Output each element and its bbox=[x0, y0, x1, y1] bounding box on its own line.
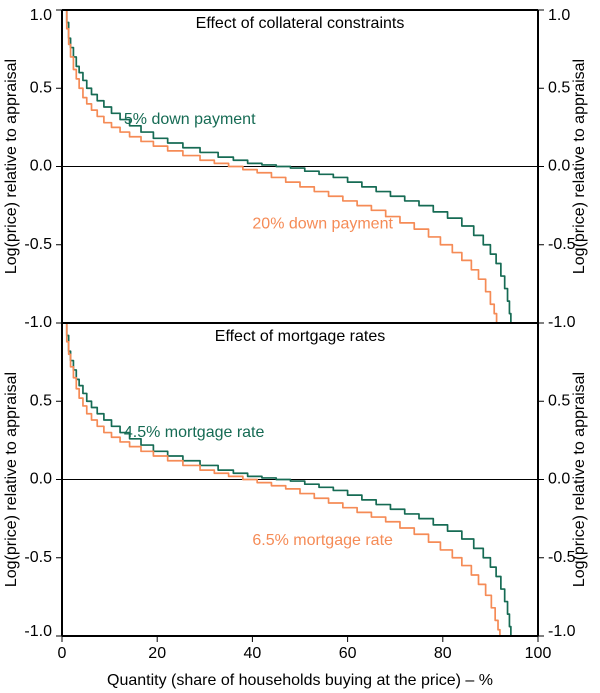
ytick-right: -1.0 bbox=[548, 314, 576, 331]
yaxis-label-right: Log(price) relative to appraisal bbox=[571, 59, 588, 274]
ytick-left: -0.5 bbox=[24, 236, 52, 253]
ytick-left: -1.0 bbox=[24, 623, 52, 640]
xtick: 80 bbox=[434, 645, 452, 662]
xtick: 20 bbox=[148, 645, 166, 662]
ytick-right: 0.0 bbox=[548, 158, 570, 175]
yaxis-label-left: Log(price) relative to appraisal bbox=[3, 59, 20, 274]
series-label-a1: 5% down payment bbox=[124, 111, 256, 128]
ytick-right: 1.0 bbox=[548, 7, 570, 24]
xaxis-label: Quantity (share of households buying at … bbox=[107, 672, 493, 689]
xtick: 0 bbox=[58, 645, 67, 662]
series-label-b1: 4.5% mortgage rate bbox=[124, 424, 265, 441]
panel-title-b: Effect of mortgage rates bbox=[215, 328, 385, 345]
ytick-left: 0.5 bbox=[30, 392, 52, 409]
ytick-left: 0.0 bbox=[30, 158, 52, 175]
xtick: 100 bbox=[525, 645, 552, 662]
xtick: 60 bbox=[339, 645, 357, 662]
ytick-left: 0.5 bbox=[30, 79, 52, 96]
ytick-left: -0.5 bbox=[24, 549, 52, 566]
ytick-left: -1.0 bbox=[24, 314, 52, 331]
ytick-right: -1.0 bbox=[548, 623, 576, 640]
series-label-b2: 6.5% mortgage rate bbox=[252, 532, 393, 549]
yaxis-label-right: Log(price) relative to appraisal bbox=[571, 372, 588, 587]
series-label-a2: 20% down payment bbox=[252, 216, 393, 233]
ytick-right: 0.5 bbox=[548, 392, 570, 409]
panel-title-a: Effect of collateral constraints bbox=[196, 15, 405, 32]
xtick: 40 bbox=[244, 645, 262, 662]
yaxis-label-left: Log(price) relative to appraisal bbox=[3, 372, 20, 587]
ytick-left: 0.0 bbox=[30, 471, 52, 488]
ytick-right: 0.0 bbox=[548, 471, 570, 488]
chart-pair: 5% down payment 20% down payment Effect of… bbox=[0, 0, 600, 693]
ytick-right: 0.5 bbox=[548, 79, 570, 96]
ytick-left: 1.0 bbox=[30, 7, 52, 24]
